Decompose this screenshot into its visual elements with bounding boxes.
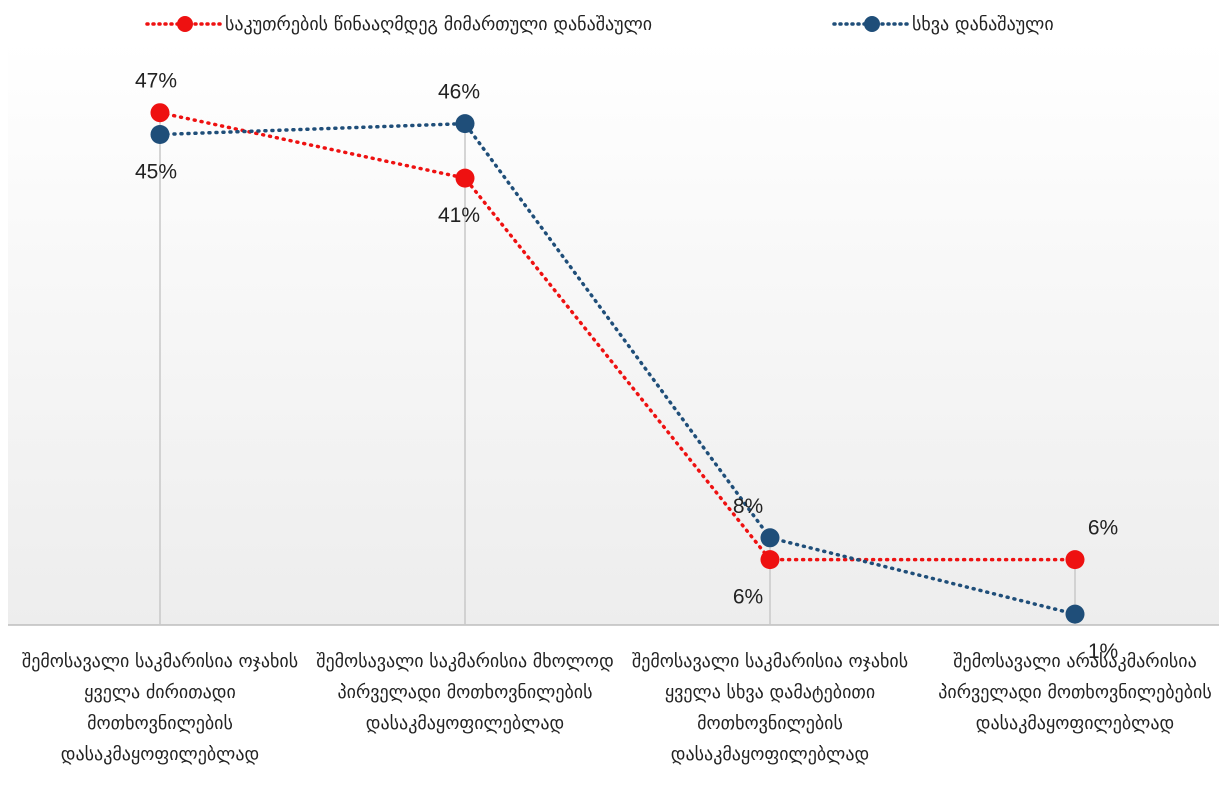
data-label-s1-2: 41%	[438, 204, 480, 227]
point-s1-4[interactable]	[1065, 550, 1085, 570]
category-label-4: შემოსავალი არასაკმარისია პირველადი მოთხო…	[938, 651, 1212, 734]
point-s1-2[interactable]	[455, 168, 475, 188]
point-s2-2[interactable]	[455, 114, 475, 134]
point-s2-4[interactable]	[1065, 604, 1085, 624]
data-label-s2-4: 1%	[1088, 640, 1118, 663]
legend-label-property-crime: საკუთრების წინააღმდეგ მიმართული დანაშაულ…	[225, 13, 653, 35]
series-line-2	[158, 121, 1077, 616]
legend-item-other-crime[interactable]: სხვა დანაშაული	[832, 8, 1054, 40]
category-label-1: შემოსავალი საკმარისია ოჯახის ყველა ძირით…	[21, 651, 299, 765]
legend: საკუთრების წინააღმდეგ მიმართული დანაშაულ…	[0, 8, 1219, 40]
point-s1-1[interactable]	[150, 103, 170, 123]
legend-marker-property-crime-icon	[145, 16, 225, 32]
data-points	[150, 103, 1085, 624]
data-labels: 47% 41% 6% 6% 45% 46% 8% 1%	[135, 70, 1118, 663]
legend-marker-other-crime-icon	[832, 16, 912, 32]
drop-lines	[159, 112, 1076, 625]
data-label-s2-2: 46%	[438, 81, 480, 104]
data-label-s1-3: 6%	[733, 586, 763, 609]
category-label-2: შემოსავალი საკმარისია მხოლოდ პირველადი მ…	[316, 651, 614, 734]
point-s1-3[interactable]	[760, 550, 780, 570]
legend-label-other-crime: სხვა დანაშაული	[912, 13, 1054, 35]
category-label-3: შემოსავალი საკმარისია ოჯახის ყველა სხვა …	[631, 651, 909, 765]
legend-item-property-crime[interactable]: საკუთრების წინააღმდეგ მიმართული დანაშაულ…	[145, 8, 652, 40]
point-s2-1[interactable]	[150, 125, 170, 144]
series-line-1	[158, 110, 1077, 562]
point-s2-3[interactable]	[760, 528, 780, 548]
plot-background	[8, 40, 1219, 625]
data-label-s2-1: 45%	[135, 161, 177, 184]
data-label-s1-1: 47%	[135, 70, 177, 93]
data-label-s2-3: 8%	[733, 495, 763, 518]
series-lines	[158, 110, 1077, 616]
data-label-s1-4: 6%	[1088, 517, 1118, 540]
